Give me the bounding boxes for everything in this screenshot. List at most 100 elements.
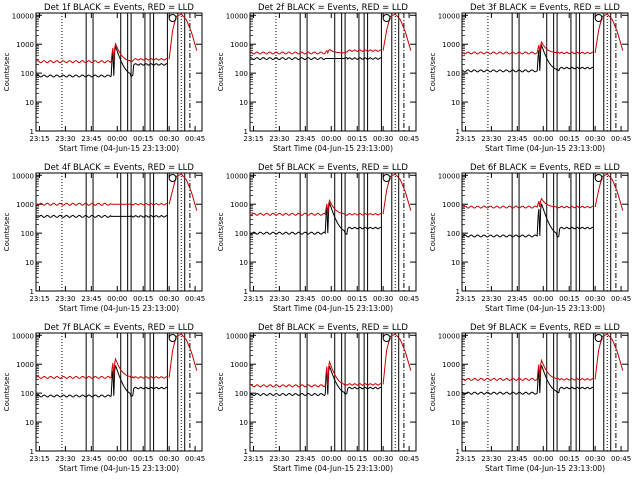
x-tick-label: 23:15 (243, 135, 263, 143)
y-tick-label: 1000 (442, 201, 460, 209)
x-tick-label: 00:30 (159, 295, 179, 303)
x-tick-label: 00:45 (611, 295, 631, 303)
y-tick-label: 100 (447, 390, 460, 398)
x-axis-label: Start Time (04-Jun-15 23:13:00) (485, 144, 605, 153)
y-tick-label: 1000 (16, 201, 34, 209)
x-tick-label: 23:30 (269, 295, 289, 303)
y-tick-label: 10 (451, 419, 460, 427)
x-tick-label: 23:30 (55, 295, 75, 303)
x-tick-label: 00:00 (107, 455, 127, 463)
chart-title: Det 8f BLACK = Events, RED = LLD (258, 323, 408, 333)
x-tick-label: 00:00 (321, 135, 341, 143)
y-axis-label: Counts/sec (217, 53, 225, 92)
x-tick-label: 00:30 (159, 135, 179, 143)
x-axis-label: Start Time (04-Jun-15 23:13:00) (59, 304, 179, 313)
plot-frame (461, 332, 629, 452)
lld-series-line (461, 358, 594, 381)
x-tick-label: 23:45 (81, 455, 101, 463)
x-tick-label: 23:15 (455, 455, 475, 463)
saa-marker-circle (594, 14, 603, 22)
x-tick-label: 23:45 (507, 295, 527, 303)
y-axis-label: Counts/sec (3, 53, 11, 92)
x-tick-label: 23:45 (81, 135, 101, 143)
y-tick-label: 1000 (16, 361, 34, 369)
y-tick-label: 10000 (438, 12, 460, 20)
y-axis-label: Counts/sec (429, 53, 437, 92)
y-tick-label: 1 (456, 288, 460, 296)
saa-marker-circle (168, 334, 177, 342)
y-tick-label: 10 (451, 99, 460, 107)
y-axis-label: Counts/sec (3, 213, 11, 252)
chart-panel-2: Det 2f BLACK = Events, RED = LLD Counts/s… (217, 3, 419, 153)
chart-title: Det 1f BLACK = Events, RED = LLD (44, 3, 194, 13)
y-tick-label: 10 (239, 419, 248, 427)
x-tick-label: 00:00 (321, 455, 341, 463)
y-tick-label: 10000 (226, 12, 248, 20)
chart-panel-4: Det 4f BLACK = Events, RED = LLD Counts/s… (3, 163, 205, 313)
y-tick-label: 100 (235, 70, 248, 78)
x-tick-label: 00:00 (107, 135, 127, 143)
chart-title: Det 5f BLACK = Events, RED = LLD (258, 163, 408, 173)
y-tick-label: 1 (244, 448, 248, 456)
y-tick-label: 10000 (12, 332, 34, 340)
plot-frame (35, 172, 203, 292)
y-tick-label: 10000 (226, 332, 248, 340)
y-tick-label: 100 (21, 70, 34, 78)
x-tick-label: 00:45 (399, 455, 419, 463)
y-tick-label: 10 (239, 99, 248, 107)
x-tick-label: 00:00 (533, 135, 553, 143)
y-tick-label: 10 (25, 99, 34, 107)
chart-panel-5: Det 5f BLACK = Events, RED = LLD Counts/s… (217, 163, 419, 313)
x-tick-label: 00:30 (373, 455, 393, 463)
y-tick-label: 100 (235, 230, 248, 238)
y-tick-label: 10 (25, 259, 34, 267)
y-tick-label: 1000 (230, 41, 248, 49)
x-axis-label: Start Time (04-Jun-15 23:13:00) (485, 464, 605, 473)
lld-series-line (249, 198, 382, 216)
x-tick-label: 00:30 (373, 135, 393, 143)
lld-series-line (249, 359, 382, 388)
x-tick-label: 23:15 (29, 295, 49, 303)
x-tick-label: 23:15 (243, 295, 263, 303)
chart-title: Det 9f BLACK = Events, RED = LLD (470, 323, 620, 333)
x-tick-label: 23:45 (295, 135, 315, 143)
y-axis-label: Counts/sec (217, 373, 225, 412)
lld-late-rise-line (168, 333, 198, 378)
x-axis-label: Start Time (04-Jun-15 23:13:00) (59, 464, 179, 473)
y-tick-label: 1 (244, 128, 248, 136)
x-tick-label: 00:30 (585, 295, 605, 303)
y-tick-label: 1 (30, 448, 34, 456)
plot-frame (35, 12, 203, 132)
y-tick-label: 100 (447, 70, 460, 78)
plot-frame (35, 332, 203, 452)
x-tick-label: 23:30 (55, 455, 75, 463)
x-axis-label: Start Time (04-Jun-15 23:13:00) (59, 144, 179, 153)
x-tick-label: 00:15 (133, 135, 153, 143)
events-series-line (461, 43, 594, 73)
x-tick-label: 23:45 (295, 455, 315, 463)
y-tick-label: 10000 (438, 172, 460, 180)
x-tick-label: 00:15 (133, 455, 153, 463)
chart-panel-3: Det 3f BLACK = Events, RED = LLD Counts/s… (429, 3, 631, 153)
events-series-line (35, 214, 168, 218)
lld-late-rise-line (594, 333, 624, 380)
chart-panel-7: Det 7f BLACK = Events, RED = LLD Counts/s… (3, 323, 205, 473)
chart-panel-1: Det 1f BLACK = Events, RED = LLD Counts/s… (3, 3, 205, 153)
y-tick-label: 1 (30, 288, 34, 296)
y-tick-label: 10 (25, 419, 34, 427)
lld-late-rise-line (382, 333, 412, 385)
lld-late-rise-line (168, 13, 198, 60)
chart-panel-9: Det 9f BLACK = Events, RED = LLD Counts/s… (429, 323, 631, 473)
x-tick-label: 00:00 (321, 295, 341, 303)
y-axis-label: Counts/sec (429, 373, 437, 412)
y-tick-label: 100 (235, 390, 248, 398)
x-tick-label: 23:45 (507, 455, 527, 463)
x-tick-label: 00:15 (559, 135, 579, 143)
events-series-line (461, 365, 594, 395)
chart-panel-6: Det 6f BLACK = Events, RED = LLD Counts/s… (429, 163, 631, 313)
x-tick-label: 00:45 (185, 135, 205, 143)
x-tick-label: 00:15 (347, 135, 367, 143)
x-tick-label: 00:45 (399, 135, 419, 143)
x-tick-label: 00:15 (347, 455, 367, 463)
y-tick-label: 10000 (12, 172, 34, 180)
